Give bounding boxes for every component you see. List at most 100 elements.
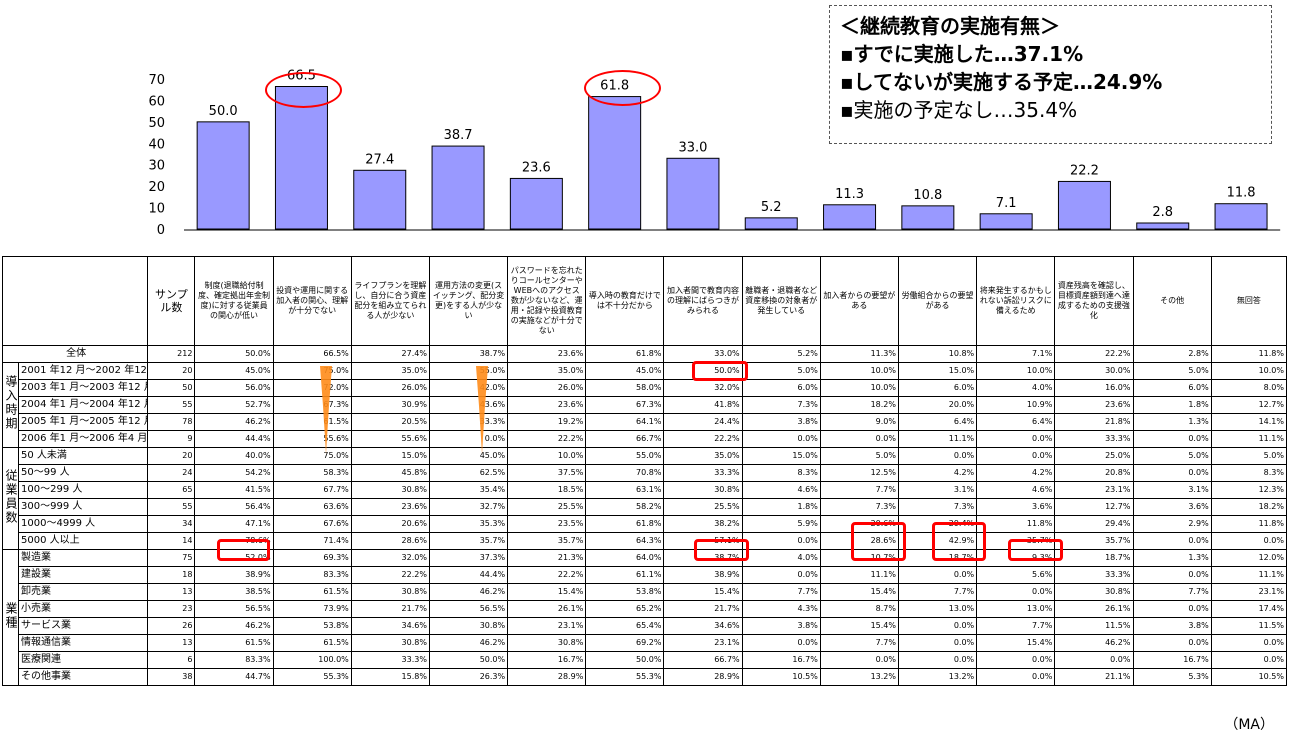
- y-tick-label: 20: [148, 180, 165, 195]
- table-cell: 4.6%: [976, 481, 1056, 499]
- table-cell: 46.2%: [194, 413, 274, 431]
- table-cell: 45.0%: [428, 447, 509, 465]
- table-cell: 63.6%: [272, 498, 352, 516]
- table-cell: 15.0%: [897, 362, 978, 380]
- table-cell: 30.8%: [350, 481, 430, 499]
- table-cell: 13.2%: [819, 668, 899, 686]
- table-cell: 35.0%: [507, 362, 587, 380]
- table-cell: 2.9%: [1132, 515, 1212, 533]
- bar: [196, 121, 250, 230]
- row-sample-n: 78: [147, 413, 196, 431]
- table-cell: 11.5%: [1210, 617, 1288, 635]
- table-cell: 18.7%: [1054, 549, 1134, 567]
- table-cell: 26.0%: [507, 379, 587, 397]
- table-cell: 54.2%: [194, 464, 274, 482]
- table-cell: 0.0%: [1210, 651, 1288, 669]
- table-cell: 3.8%: [741, 413, 821, 431]
- table-row: 導入時期 2001 年12 月～2002 年12 月 20 45.0% 75.0% 35.…: [1, 362, 1288, 448]
- table-cell: 29.4%: [897, 515, 978, 533]
- table-cell: 55.3%: [272, 668, 352, 686]
- table-cell: 11.5%: [1054, 617, 1134, 635]
- row-label: 2001 年12 月～2002 年12 月: [18, 362, 149, 380]
- table-cell: 7.7%: [819, 481, 899, 499]
- table-cell: 7.7%: [741, 583, 821, 601]
- table-cell: 5.9%: [741, 515, 821, 533]
- table-cell: 58.3%: [272, 464, 352, 482]
- row-label: その他事業: [18, 668, 149, 686]
- table-cell: 44.4%: [194, 430, 274, 448]
- group-label-text: 業種: [4, 601, 19, 630]
- table-cell: 11.1%: [1210, 566, 1288, 584]
- table-cell: 17.4%: [1210, 600, 1288, 618]
- bar: [1136, 222, 1190, 230]
- table-cell: 53.8%: [272, 617, 352, 635]
- table-cell: 33.3%: [428, 413, 509, 431]
- bar-value-label: 66.5: [287, 69, 316, 84]
- table-row: 卸売業 13 38.5% 61.5% 30.8% 46.2% 15.4% 53.8% 15.4%…: [3, 583, 1288, 601]
- table-cell: 35.7%: [1054, 532, 1134, 550]
- table-cell: 23.6%: [507, 345, 587, 363]
- table-cell: 56.4%: [194, 498, 274, 516]
- table-cell: 3.6%: [1132, 498, 1212, 516]
- table-cell: 5.0%: [819, 447, 899, 465]
- table-cell: 0.0%: [1132, 464, 1212, 482]
- table-row: 小売業 23 56.5% 73.9% 21.7% 56.5% 26.1% 65.2% 21.7%…: [3, 600, 1288, 618]
- table-row: 医療関連 6 83.3% 100.0% 33.3% 50.0% 16.7% 50.0% 66.7…: [3, 651, 1288, 669]
- table-cell: 27.4%: [350, 345, 430, 363]
- table-row: 5000 人以上 14 78.6% 71.4% 28.6% 35.7% 35.7% 64.3%…: [3, 532, 1288, 550]
- table-cell: 33.3%: [1054, 430, 1134, 448]
- table-cell: 15.8%: [350, 668, 430, 686]
- table-cell: 0.0%: [897, 617, 978, 635]
- table-cell: 0.0%: [976, 651, 1056, 669]
- row-label: 1000～4999 人: [18, 515, 149, 533]
- table-cell: 70.8%: [585, 464, 665, 482]
- table-cell: 4.3%: [741, 600, 821, 618]
- table-cell: 12.7%: [1054, 498, 1134, 516]
- row-label: 全体: [1, 345, 149, 363]
- table-cell: 0.0%: [1132, 634, 1212, 652]
- header-col-13: その他: [1132, 256, 1212, 346]
- table-cell: 61.5%: [272, 583, 352, 601]
- table-cell: 46.2%: [428, 583, 509, 601]
- table-cell: 56.5%: [428, 600, 509, 618]
- table-cell: 45.0%: [585, 362, 665, 380]
- table-cell: 56.5%: [194, 600, 274, 618]
- row-sample-n: 23: [147, 600, 196, 618]
- row-label: 300～999 人: [18, 498, 149, 516]
- table-row: 2004 年1 月～2004 年12 月 55 52.7% 67.3% 30.9% 43.…: [3, 396, 1288, 414]
- table-cell: 0.0%: [976, 447, 1056, 465]
- bar: [353, 169, 407, 230]
- table-cell: 35.3%: [428, 515, 509, 533]
- table-cell: 73.9%: [272, 600, 352, 618]
- table-row: 建設業 18 38.9% 83.3% 22.2% 44.4% 22.2% 61.1% 38.9%…: [3, 566, 1288, 584]
- table-cell: 7.7%: [897, 583, 978, 601]
- table-cell: 15.4%: [819, 617, 899, 635]
- table-cell: 37.3%: [428, 549, 509, 567]
- table-cell: 23.1%: [1054, 481, 1134, 499]
- header-sample: サンプル数: [147, 256, 196, 346]
- row-label: 50 人未満: [18, 447, 149, 465]
- row-sample-n: 20: [147, 447, 196, 465]
- table-cell: 10.0%: [976, 362, 1056, 380]
- header-col-14: 無回答: [1210, 256, 1288, 346]
- table-row: 1000～4999 人 34 47.1% 67.6% 20.6% 35.3% 23.5% 61…: [3, 515, 1288, 533]
- table-cell: 22.2%: [507, 430, 587, 448]
- table-cell: 22.2%: [350, 566, 430, 584]
- table-cell: 64.1%: [585, 413, 665, 431]
- table-cell: 45.0%: [194, 362, 274, 380]
- y-tick-label: 30: [148, 159, 165, 174]
- table-row: 2003 年1 月～2003 年12 月 50 56.0% 72.0% 26.0% 42.…: [3, 379, 1288, 397]
- y-tick-label: 40: [148, 137, 165, 152]
- table-cell: 35.4%: [428, 481, 509, 499]
- table-cell: 9.3%: [976, 549, 1056, 567]
- table-cell: 11.8%: [1210, 515, 1288, 533]
- table-cell: 47.1%: [194, 515, 274, 533]
- bar-value-label: 11.3: [835, 187, 864, 202]
- table-cell: 35.7%: [976, 532, 1056, 550]
- row-label: 医療関連: [18, 651, 149, 669]
- table-cell: 23.6%: [1054, 396, 1134, 414]
- table-cell: 21.8%: [1054, 413, 1134, 431]
- y-tick-label: 70: [148, 73, 165, 88]
- table-cell: 62.5%: [428, 464, 509, 482]
- bar-value-label: 33.0: [678, 140, 707, 155]
